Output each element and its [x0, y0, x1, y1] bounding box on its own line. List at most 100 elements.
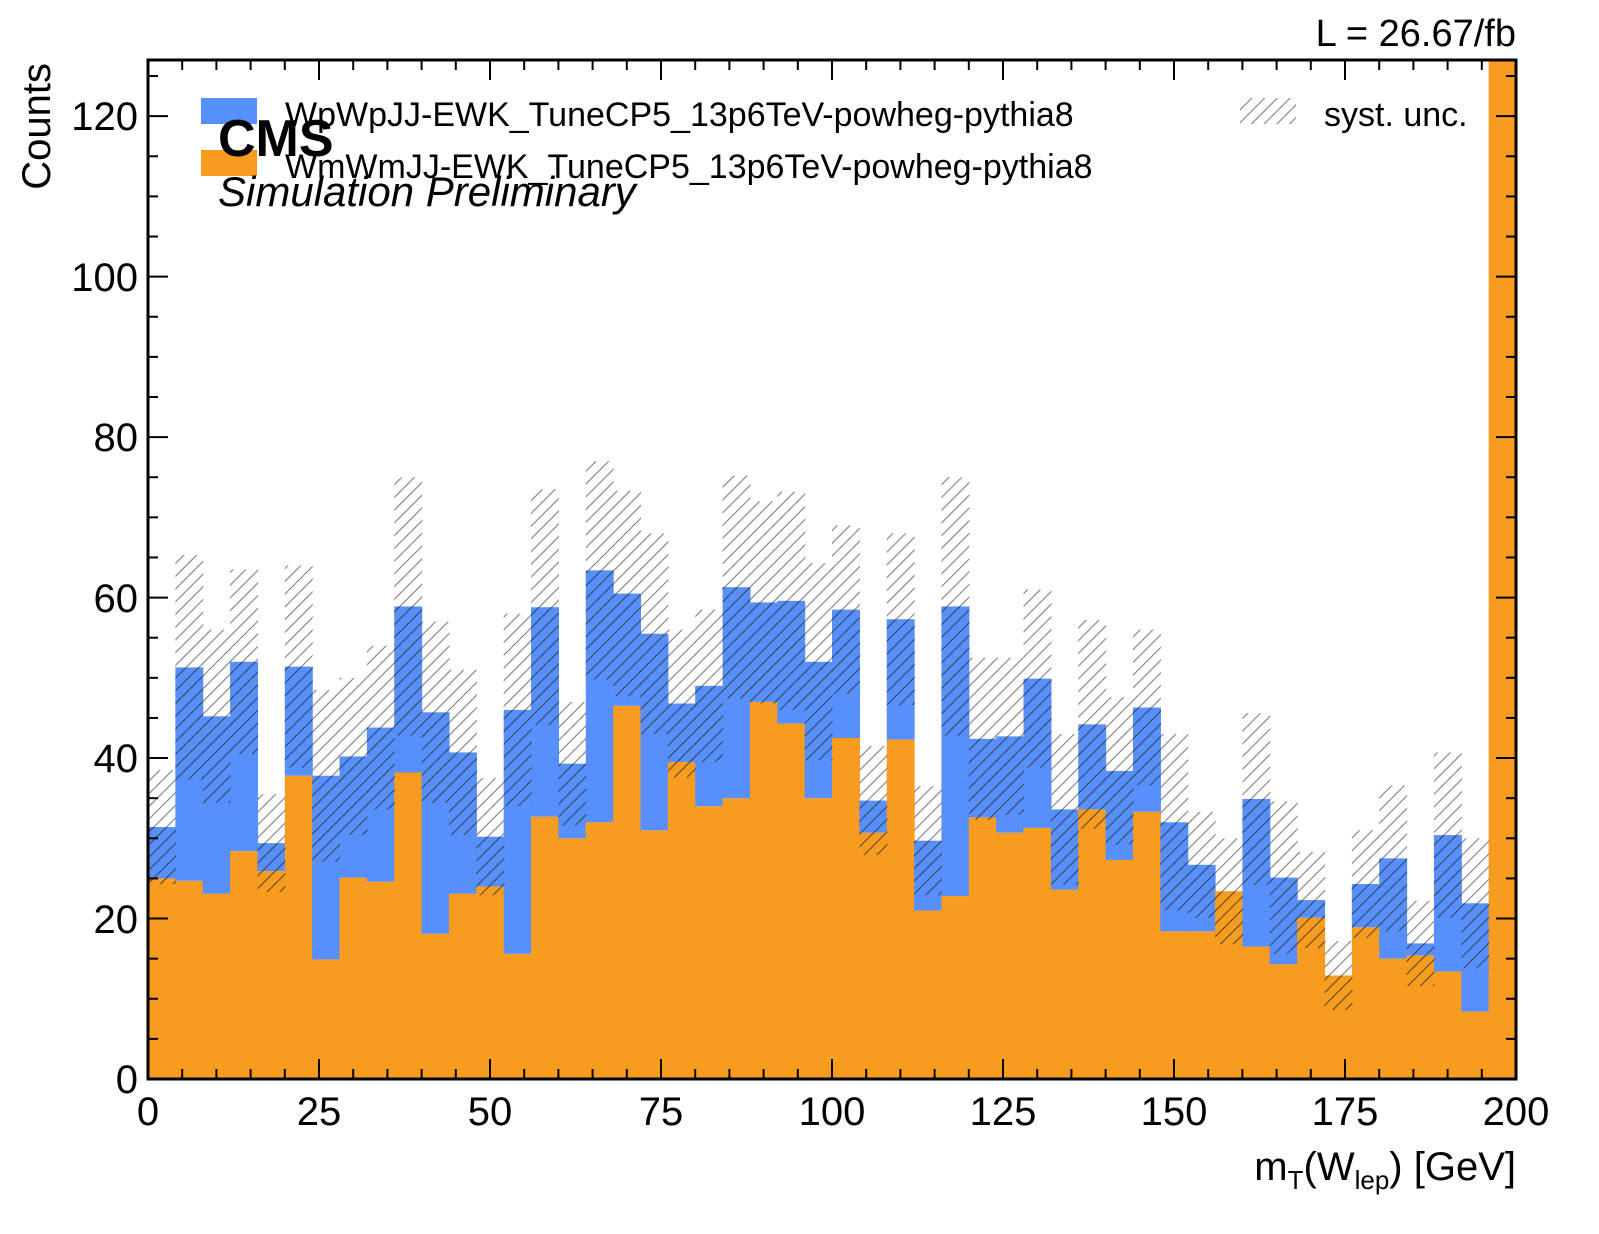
bar-wmwm: [695, 806, 724, 1079]
axis-ticks: [147, 60, 1517, 1080]
x-tick-label: 175: [1312, 1090, 1379, 1134]
unc-band-lower: [394, 606, 423, 736]
bar-wmwm: [640, 830, 669, 1079]
x-tick-label: 200: [1483, 1090, 1550, 1134]
cms-label: CMS: [218, 110, 334, 168]
unc-band-upper: [640, 533, 669, 634]
x-tick-label: 25: [297, 1090, 342, 1134]
legend-swatch-unc: [1240, 98, 1296, 124]
legend-swatch-wpwp: [201, 98, 257, 124]
unc-band-lower: [1023, 678, 1052, 768]
unc-band-upper: [886, 533, 915, 620]
unc-band-lower: [1433, 835, 1462, 918]
unc-band-lower: [1050, 809, 1079, 885]
bar-wmwm: [394, 772, 423, 1079]
unc-band-upper: [1160, 733, 1189, 823]
unc-band-lower: [914, 840, 943, 896]
unc-band-upper: [1078, 620, 1107, 725]
unc-band-upper: [667, 629, 696, 704]
unc-band-upper: [1269, 801, 1298, 878]
unc-band-upper: [968, 657, 997, 739]
bar-wmwm: [421, 933, 450, 1079]
unc-band-upper: [1105, 697, 1134, 771]
unc-band-lower: [695, 685, 724, 763]
unc-band-upper: [1406, 900, 1435, 944]
unc-band-upper: [175, 555, 204, 668]
unc-band-lower: [749, 602, 778, 704]
unc-band-upper: [1433, 752, 1462, 836]
bar-wmwm: [148, 878, 176, 1079]
unc-band-upper: [503, 613, 532, 710]
unc-band-lower: [722, 587, 751, 699]
bar-wmwm: [366, 881, 395, 1079]
bar-wmwm: [339, 877, 368, 1079]
unc-band-lower: [640, 633, 669, 734]
bar-wmwm: [1379, 958, 1408, 1079]
unc-band-upper: [558, 701, 587, 764]
y-tick-label: 100: [71, 256, 138, 300]
unc-band-lower: [777, 600, 806, 710]
unc-band-upper: [1351, 830, 1380, 885]
unc-band-lower: [1160, 822, 1189, 911]
unc-band-upper: [230, 569, 259, 662]
unc-band-upper: [394, 477, 423, 607]
x-tick-label: 100: [799, 1090, 866, 1134]
unc-band-lower: [366, 727, 395, 810]
unc-band-upper: [1324, 940, 1353, 976]
unc-band-lower: [1215, 891, 1243, 945]
x-axis-title: mT(Wlep) [GeV]: [1254, 1145, 1516, 1195]
bar-wmwm: [1023, 827, 1052, 1079]
x-axis-title-main: m: [1254, 1145, 1287, 1189]
legend-label-wpwp: WpWpJJ-EWK_TuneCP5_13p6TeV-powheg-pythia…: [285, 96, 1074, 134]
unc-band-lower: [667, 703, 696, 778]
bar-wmwm: [749, 701, 778, 1079]
unc-band-lower: [1351, 884, 1380, 938]
unc-band-lower: [968, 738, 997, 820]
bar-wmwm: [230, 851, 259, 1079]
unc-band-upper: [914, 786, 943, 841]
unc-band-lower: [257, 843, 286, 893]
bar-wmwm: [1433, 971, 1462, 1079]
unc-band-upper: [1187, 811, 1216, 865]
unc-band-upper: [832, 525, 860, 610]
unc-band-upper: [941, 477, 970, 607]
unc-band-lower: [613, 593, 642, 697]
x-tick-label: 150: [1141, 1090, 1208, 1134]
unc-band-lower: [448, 752, 477, 836]
bar-wmwm: [1187, 931, 1216, 1079]
unc-band-lower: [1297, 900, 1326, 949]
y-tick-label: 40: [94, 737, 139, 781]
y-axis-title: Counts: [15, 63, 59, 190]
unc-band-lower: [284, 666, 313, 768]
bar-wmwm: [886, 739, 915, 1079]
x-axis-title-sub-lep: lep: [1355, 1165, 1390, 1195]
unc-band-upper: [804, 563, 833, 662]
unc-band-upper: [1132, 629, 1161, 708]
unc-band-lower: [230, 661, 259, 755]
legend: WpWpJJ-EWK_TuneCP5_13p6TeV-powheg-pythia…: [201, 96, 1468, 186]
unc-band-upper: [476, 778, 505, 837]
bar-wmwm: [968, 817, 997, 1079]
y-tick-label: 120: [71, 95, 138, 139]
bar-wmwm: [558, 838, 587, 1079]
unc-band-lower: [585, 570, 614, 680]
unc-band-upper: [1461, 838, 1490, 904]
x-tick-label: 75: [639, 1090, 684, 1134]
unc-band-upper: [749, 501, 778, 603]
bar-wmwm: [531, 816, 559, 1079]
unc-band-lower: [175, 667, 204, 780]
bar-wmwm: [202, 893, 231, 1079]
bar-wmwm: [832, 737, 860, 1079]
unc-band-lower: [1187, 864, 1216, 918]
bar-wmwm: [503, 953, 532, 1079]
bar-wmwm: [1351, 927, 1380, 1079]
unc-band-lower: [503, 709, 532, 807]
unc-band-lower: [996, 736, 1025, 816]
y-tick-label: 60: [94, 577, 139, 621]
bar-wmwm: [1488, 60, 1516, 1079]
unc-band-lower: [202, 716, 231, 803]
unc-band-lower: [421, 712, 450, 803]
bar-wmwm: [667, 762, 696, 1079]
bar-wmwm: [448, 893, 477, 1079]
